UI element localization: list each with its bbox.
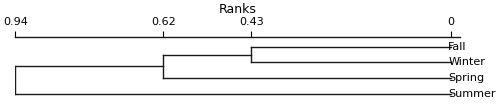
Text: Winter: Winter xyxy=(448,57,485,67)
X-axis label: Ranks: Ranks xyxy=(218,3,256,16)
Text: Summer: Summer xyxy=(448,89,496,99)
Text: Fall: Fall xyxy=(448,42,466,52)
Text: Spring: Spring xyxy=(448,73,484,83)
